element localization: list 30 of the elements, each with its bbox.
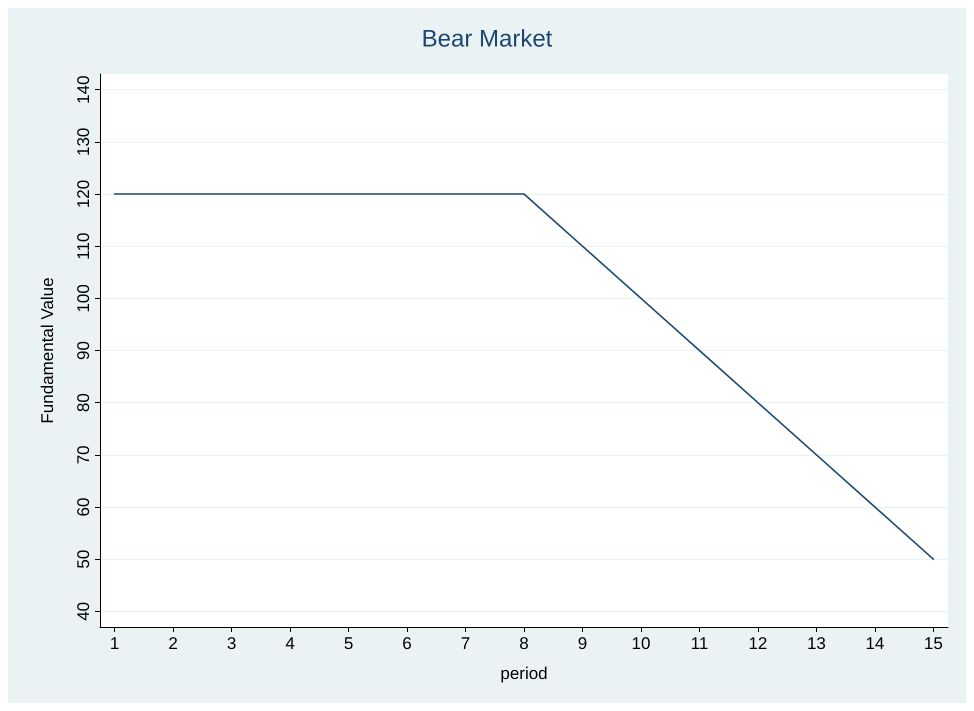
x-tick-label: 3 (226, 634, 236, 653)
x-axis-title: period (500, 664, 548, 683)
x-tick-label: 5 (344, 634, 354, 653)
y-tick-label: 90 (74, 341, 93, 360)
x-tick-label: 1 (110, 634, 120, 653)
y-tick-label: 70 (74, 445, 93, 464)
y-tick-label: 100 (74, 284, 93, 313)
x-tick-label: 12 (748, 634, 768, 653)
y-tick-label: 110 (74, 232, 93, 260)
x-tick-label: 15 (924, 634, 943, 653)
x-tick-label: 8 (519, 634, 529, 653)
x-tick-label: 7 (460, 634, 470, 653)
x-tick-label: 2 (168, 634, 178, 653)
x-tick-label: 10 (632, 634, 650, 653)
x-tick-label: 9 (578, 634, 588, 653)
y-tick-label: 120 (74, 180, 93, 208)
y-tick-label: 60 (74, 498, 93, 516)
y-tick-label: 50 (74, 550, 93, 569)
x-tick-label: 11 (690, 634, 708, 653)
y-axis-title: Fundamental Value (38, 277, 57, 424)
y-tick-label: 130 (74, 128, 93, 156)
x-tick-label: 14 (865, 634, 884, 653)
x-tick-label: 4 (285, 634, 295, 653)
y-tick-label: 140 (74, 75, 93, 104)
y-tick-label: 40 (74, 602, 93, 621)
x-tick-label: 13 (806, 634, 826, 653)
y-tick-label: 80 (74, 393, 93, 412)
line-series (114, 193, 934, 560)
chart-title: Bear Market (422, 26, 553, 52)
x-tick-label: 6 (402, 634, 412, 653)
